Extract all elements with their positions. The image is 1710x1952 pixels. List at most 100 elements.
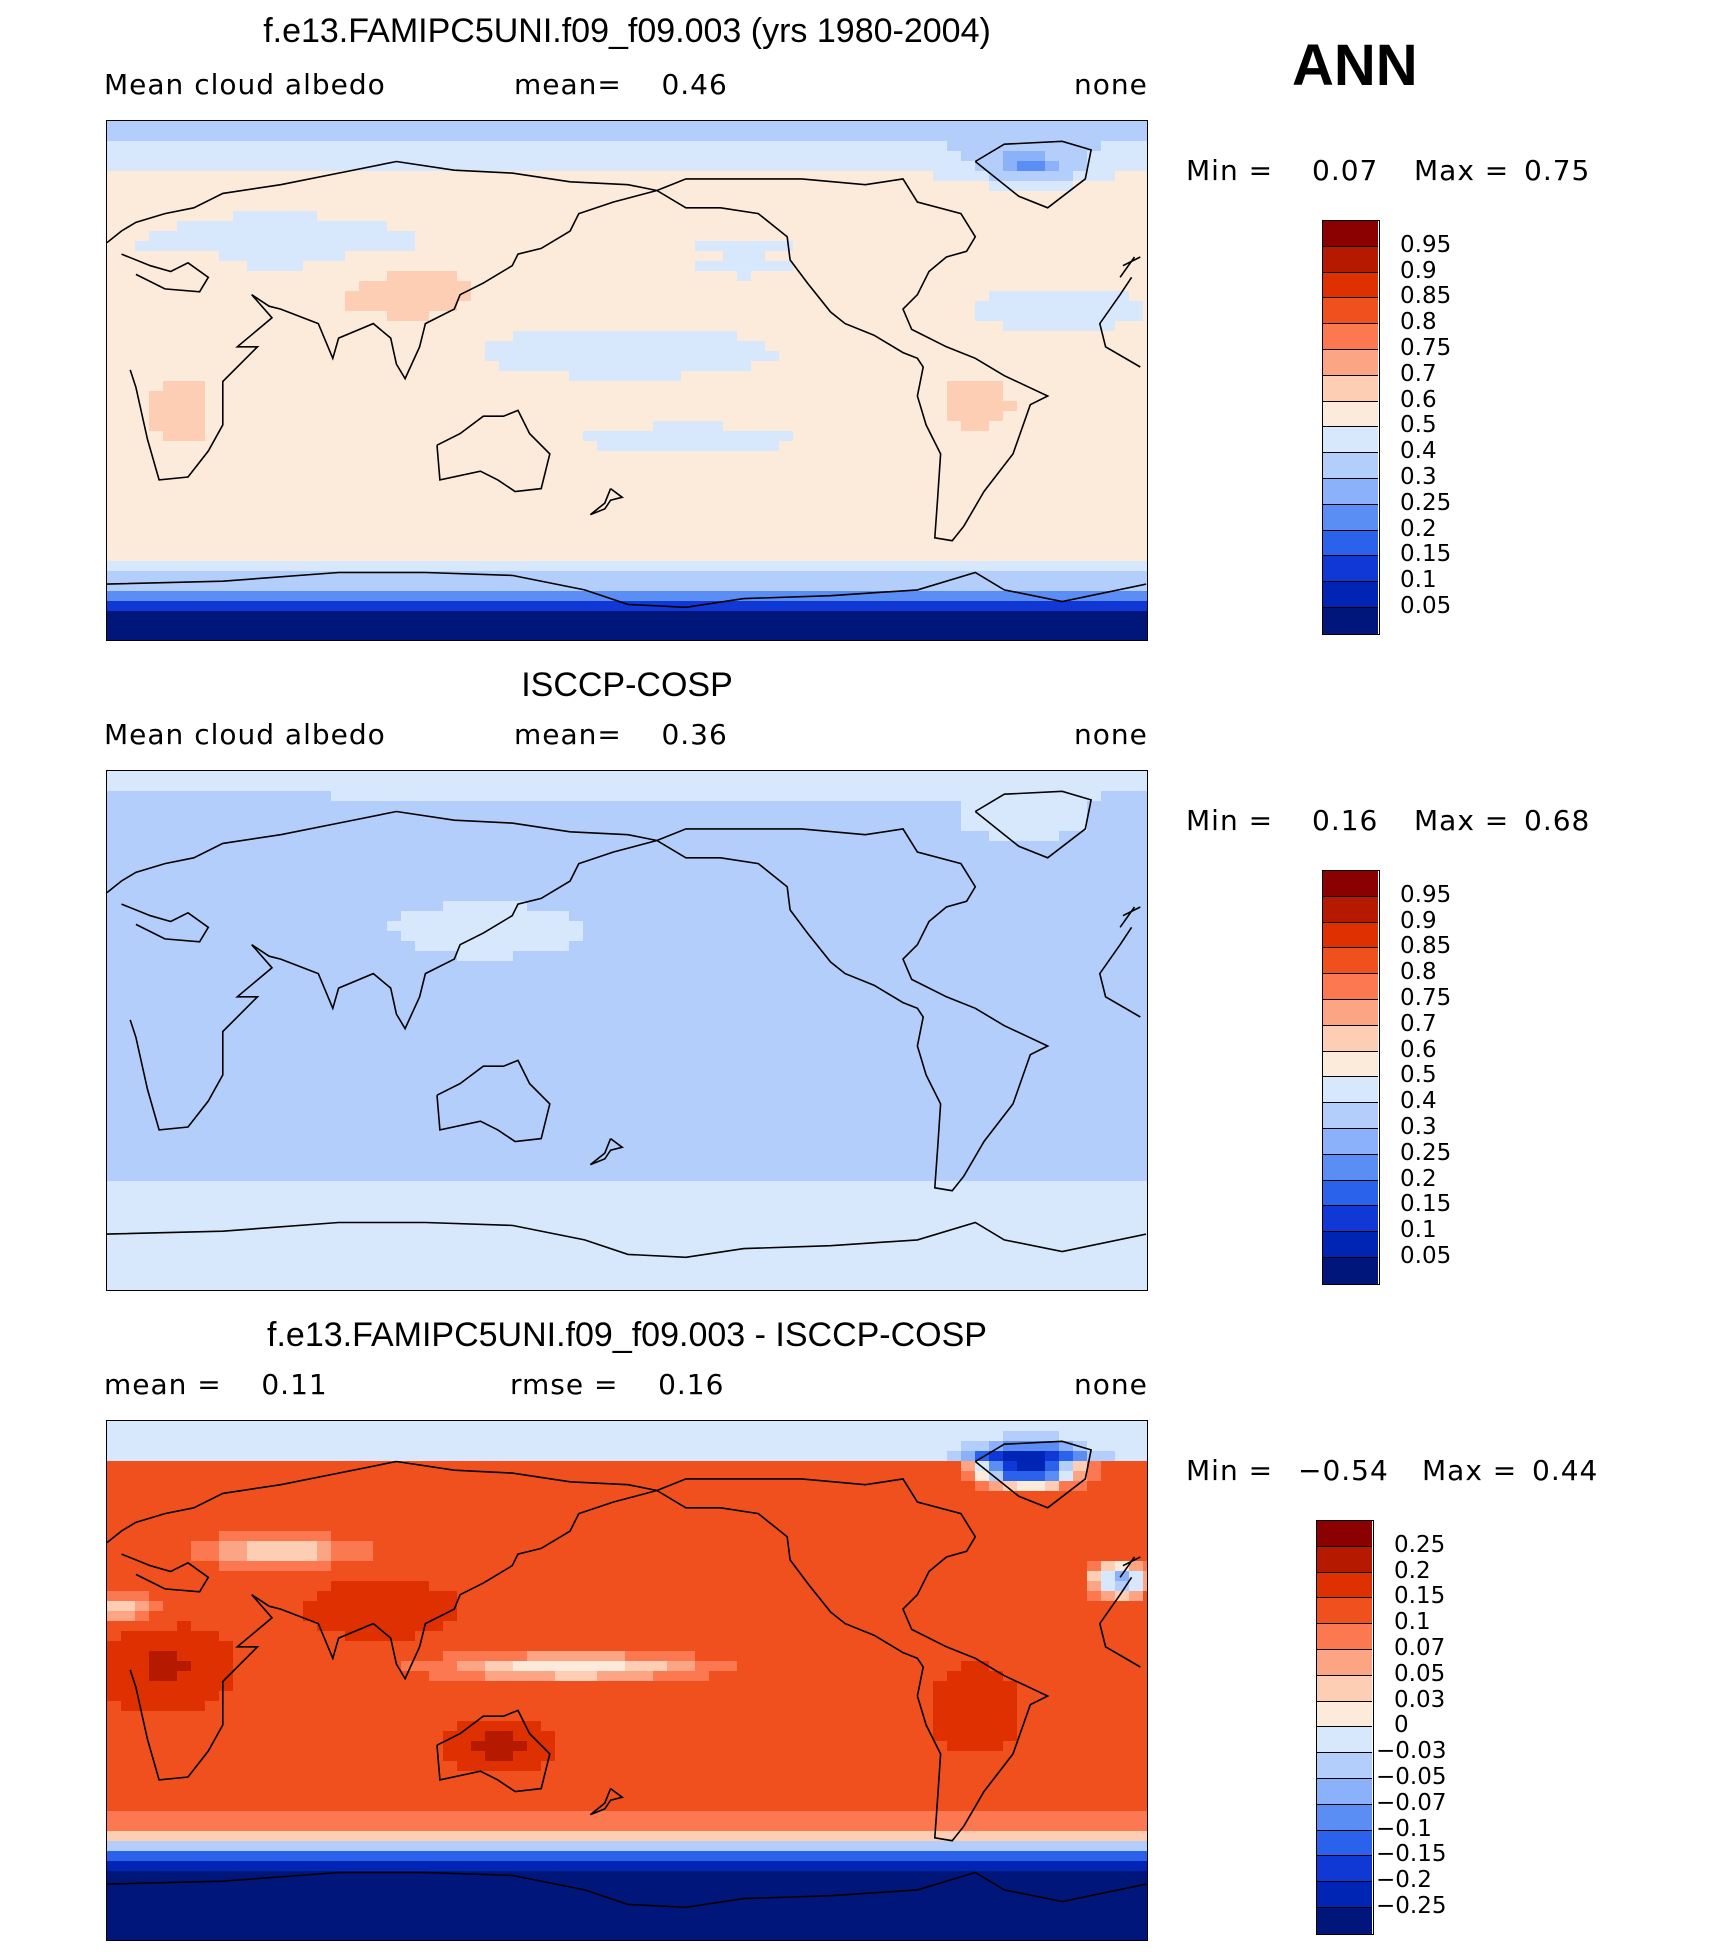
- colorbar-label: 0.9: [1400, 907, 1437, 934]
- colorbar-label: 0.85: [1400, 283, 1452, 310]
- mean-label: mean= 0.46: [514, 68, 728, 101]
- colorbar-label: 0.2: [1400, 1165, 1437, 1192]
- coastline: [589, 487, 625, 516]
- colorbar-label: −0.05: [1376, 1764, 1447, 1790]
- colorbar-label: −0.1: [1376, 1815, 1432, 1842]
- colorbar-label: 0.4: [1400, 1088, 1437, 1115]
- colorbar-label: 0.4: [1400, 438, 1437, 465]
- colorbar-label: 0.1: [1394, 1609, 1431, 1636]
- colorbar-swatch: [1323, 556, 1378, 583]
- colorbar-label: 0.07: [1394, 1635, 1446, 1661]
- map-obs: [106, 770, 1148, 1291]
- colorbar-swatch: [1323, 375, 1378, 402]
- coastline: [436, 1059, 551, 1143]
- colorbar-swatch: [1323, 530, 1378, 557]
- coastline: [107, 810, 1141, 1131]
- map-difference: [106, 1420, 1148, 1941]
- colorbar-swatch: [1323, 1077, 1378, 1104]
- colorbar-swatch: [1317, 1779, 1372, 1805]
- colorbar-swatch: [1323, 221, 1378, 247]
- max-value: 0.75: [1524, 154, 1591, 187]
- colorbar-swatch: [1323, 1051, 1378, 1078]
- colorbar-label: 0.8: [1400, 309, 1437, 336]
- colorbar-swatch: [1317, 1624, 1372, 1650]
- colorbar-label: 0.05: [1400, 1243, 1452, 1269]
- units-label: none: [1074, 1368, 1148, 1401]
- min-label: Min =: [1186, 154, 1274, 187]
- colorbar-label: 0.6: [1400, 386, 1437, 413]
- map-model: [106, 120, 1148, 641]
- colorbar-swatch: [1323, 922, 1378, 949]
- colorbar-label: 0.85: [1400, 933, 1452, 960]
- colorbar-label: 0.25: [1400, 1139, 1452, 1166]
- colorbar-label: 0.3: [1400, 1114, 1437, 1140]
- colorbar-swatch: [1317, 1882, 1372, 1908]
- rmse-label: rmse = 0.16: [510, 1368, 725, 1401]
- mean-label: mean= 0.36: [514, 718, 728, 751]
- colorbar-swatch: [1323, 948, 1378, 975]
- colorbar-swatch: [1323, 479, 1378, 505]
- coastline: [107, 1221, 1147, 1259]
- max-value: 0.44: [1532, 1454, 1599, 1487]
- colorbar-swatch: [1323, 401, 1378, 428]
- colorbar-label: 0.15: [1400, 1191, 1452, 1218]
- colorbar-swatch: [1317, 1598, 1372, 1625]
- colorbar-swatch: [1323, 1000, 1378, 1026]
- colorbar-swatch: [1323, 1232, 1378, 1258]
- coastline: [436, 1709, 551, 1793]
- panel-title: f.e13.FAMIPC5UNI.f09_f09.003 - ISCCP-COS…: [267, 1316, 987, 1354]
- colorbar-label: 0.6: [1400, 1036, 1437, 1063]
- colorbar-label: 0.25: [1394, 1531, 1446, 1558]
- colorbar-swatch: [1323, 298, 1378, 325]
- colorbar-label: 0.75: [1400, 985, 1452, 1011]
- colorbar-swatch: [1317, 1650, 1372, 1676]
- colorbar-swatch: [1323, 1103, 1378, 1129]
- colorbar-label: 0.7: [1400, 1010, 1437, 1037]
- colorbar-swatch: [1323, 427, 1378, 454]
- min-value: 0.16: [1312, 804, 1379, 837]
- mean-label: mean = 0.11: [104, 1368, 328, 1401]
- colorbar-label: 0.5: [1400, 1062, 1437, 1089]
- colorbar-swatch: [1323, 1258, 1378, 1284]
- coastline: [974, 1440, 1093, 1509]
- colorbar-swatch: [1323, 246, 1378, 273]
- units-label: none: [1074, 718, 1148, 751]
- coastline: [107, 571, 1147, 609]
- colorbar-swatch: [1317, 1753, 1372, 1779]
- colorbar-swatch: [1317, 1804, 1372, 1831]
- colorbar-swatch: [1323, 272, 1378, 299]
- min-value: −0.54: [1298, 1454, 1389, 1487]
- season-label: ANN: [1292, 33, 1418, 98]
- colorbar-label: 0.15: [1394, 1583, 1446, 1610]
- units-label: none: [1074, 68, 1148, 101]
- max-label: Max =: [1414, 804, 1510, 837]
- min-label: Min =: [1186, 804, 1274, 837]
- colorbar-label: 0.2: [1400, 515, 1437, 542]
- colorbar-swatch: [1317, 1727, 1372, 1754]
- colorbar-swatch: [1317, 1521, 1372, 1547]
- coastline: [107, 1871, 1147, 1909]
- colorbar-label: −0.15: [1376, 1841, 1447, 1868]
- panel-title: f.e13.FAMIPC5UNI.f09_f09.003 (yrs 1980-2…: [263, 12, 991, 50]
- colorbar-swatch: [1323, 1129, 1378, 1155]
- colorbar-label: 0: [1394, 1712, 1409, 1739]
- min-label: Min =: [1186, 1454, 1274, 1487]
- colorbar-label: 0.9: [1400, 257, 1437, 284]
- colorbar-swatch: [1323, 504, 1378, 531]
- colorbar-label: 0.03: [1394, 1686, 1446, 1713]
- colorbar-swatch: [1323, 608, 1378, 634]
- colorbar-frame: [1322, 870, 1380, 1285]
- colorbar-label: 0.05: [1394, 1660, 1446, 1687]
- colorbar-swatch: [1323, 871, 1378, 897]
- colorbar-swatch: [1323, 582, 1378, 608]
- colorbar-swatch: [1317, 1701, 1372, 1728]
- colorbar-label: 0.1: [1400, 567, 1437, 594]
- coastline: [656, 178, 1050, 542]
- colorbar-label: 0.3: [1400, 464, 1437, 490]
- colorbar-label: 0.95: [1400, 881, 1452, 908]
- max-label: Max =: [1422, 1454, 1518, 1487]
- min-value: 0.07: [1312, 154, 1379, 187]
- colorbar-label: 0.25: [1400, 489, 1452, 516]
- colorbar-swatch: [1317, 1830, 1372, 1857]
- panel-title: ISCCP-COSP: [521, 666, 733, 704]
